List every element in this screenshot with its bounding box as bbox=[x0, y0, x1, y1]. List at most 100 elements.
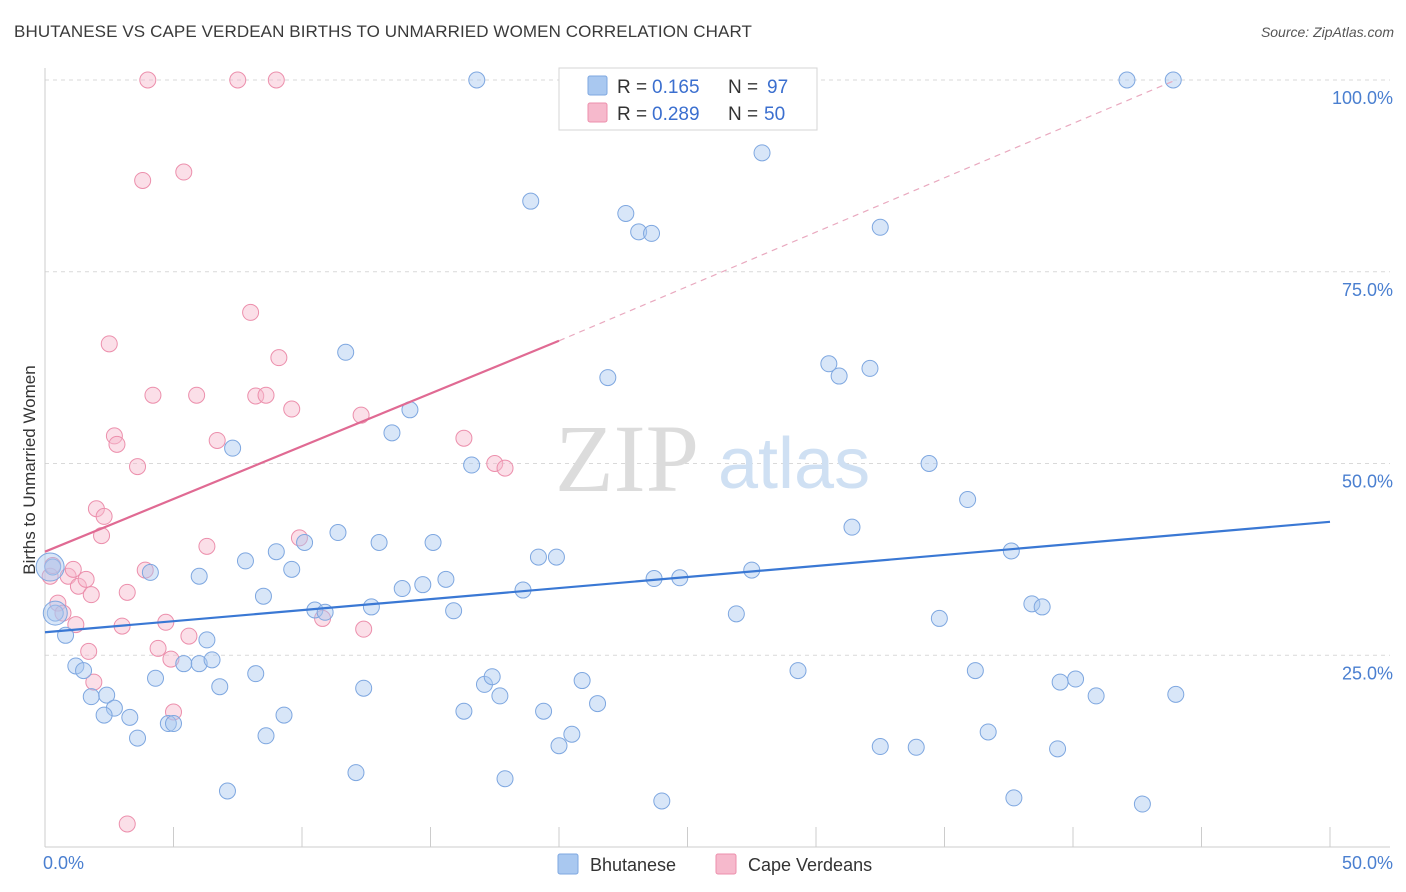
bhutanese-point bbox=[907, 738, 925, 756]
bhutanese-trend-line bbox=[44, 520, 1331, 634]
cape-verdeans-point bbox=[496, 459, 514, 477]
bhutanese-point bbox=[159, 715, 177, 733]
x-tick-label: 50.0% bbox=[1342, 853, 1393, 873]
bhutanese-point bbox=[599, 369, 617, 387]
cape-verdeans-point bbox=[257, 386, 275, 404]
watermark-zip: ZIP bbox=[555, 405, 699, 512]
bhutanese-point bbox=[563, 725, 581, 743]
bhutanese-point bbox=[82, 688, 100, 706]
series-legend: Bhutanese Cape Verdeans bbox=[557, 853, 872, 875]
bhutanese-point bbox=[329, 524, 347, 542]
bhutanese-point bbox=[727, 605, 745, 623]
bhutanese-point bbox=[529, 548, 547, 566]
bhutanese-point bbox=[75, 662, 93, 680]
bhutanese-point bbox=[1118, 71, 1136, 89]
bhutanese-point bbox=[547, 548, 565, 566]
bhutanese-point bbox=[535, 702, 553, 720]
bhutanese-point bbox=[254, 587, 272, 605]
bhutanese-point bbox=[218, 782, 236, 800]
bhutanese-point bbox=[930, 609, 948, 627]
cape-verdeans-point bbox=[77, 570, 95, 588]
bhutanese-point bbox=[296, 534, 314, 552]
bhutanese-point bbox=[871, 738, 889, 756]
x-tick-label: 0.0% bbox=[43, 853, 84, 873]
cape-verdeans-point bbox=[64, 560, 82, 578]
bhutanese-point bbox=[203, 651, 221, 669]
bhutanese-point bbox=[424, 534, 442, 552]
bhutanese-point bbox=[920, 455, 938, 472]
bhutanese-point bbox=[190, 567, 208, 585]
bhutanese-point bbox=[42, 600, 68, 626]
legend-r-value: 0.165 bbox=[652, 77, 700, 98]
bhutanese-point bbox=[283, 560, 301, 578]
bhutanese-point bbox=[550, 737, 568, 755]
watermark: ZIP atlas bbox=[555, 405, 870, 512]
cape-verdeans-point bbox=[162, 650, 180, 668]
legend-swatch-bhutanese bbox=[587, 75, 608, 96]
bhutanese-point bbox=[820, 355, 838, 373]
bhutanese-point bbox=[483, 668, 501, 686]
legend-n-label: N = bbox=[728, 104, 758, 125]
cape-verdeans-point bbox=[49, 594, 67, 612]
bhutanese-point bbox=[445, 602, 463, 620]
bhutanese-point bbox=[753, 144, 771, 162]
bottom-legend-swatch-bhutanese bbox=[557, 853, 579, 875]
bhutanese-point bbox=[46, 604, 64, 622]
legend-r-value: 0.289 bbox=[652, 104, 700, 125]
bhutanese-point bbox=[1167, 685, 1185, 703]
bhutanese-point bbox=[1049, 740, 1067, 758]
x-tick-labels: 0.0% 50.0% bbox=[43, 853, 1393, 873]
trend-lines bbox=[44, 79, 1331, 634]
y-tick-label: 50.0% bbox=[1342, 472, 1393, 492]
bhutanese-point bbox=[362, 598, 380, 616]
bhutanese-point bbox=[437, 570, 455, 588]
chart-source: Source: ZipAtlas.com bbox=[1260, 24, 1394, 40]
bhutanese-point bbox=[247, 665, 265, 683]
bhutanese-point bbox=[861, 359, 879, 377]
cape-verdeans-point bbox=[355, 620, 373, 638]
cape-verdeans-point bbox=[144, 386, 162, 404]
bhutanese-point bbox=[979, 723, 997, 741]
y-tick-labels: 25.0% 50.0% 75.0% 100.0% bbox=[1332, 88, 1393, 683]
cape-verdeans-point bbox=[95, 507, 113, 525]
cape-verdeans-point bbox=[129, 458, 147, 476]
bhutanese-point bbox=[347, 764, 365, 782]
bhutanese-point bbox=[496, 770, 514, 788]
bhutanese-point bbox=[871, 218, 889, 236]
cape-verdeans-point bbox=[80, 642, 98, 660]
cape-verdeans-point bbox=[180, 627, 198, 645]
legend-r-label: R = bbox=[617, 104, 647, 125]
bhutanese-point bbox=[966, 662, 984, 680]
bhutanese-point bbox=[573, 672, 591, 690]
bhutanese-point bbox=[98, 686, 116, 704]
bhutanese-point bbox=[455, 702, 473, 720]
bhutanese-point bbox=[175, 655, 193, 673]
bhutanese-point bbox=[267, 543, 285, 561]
bhutanese-point bbox=[653, 792, 671, 810]
cape-verdeans-trend-line bbox=[44, 339, 560, 553]
bhutanese-point bbox=[959, 491, 977, 509]
bhutanese-point bbox=[147, 669, 165, 687]
stats-legend: R = 0.165 N = 97 R = 0.289 N = 50 bbox=[558, 67, 818, 131]
bhutanese-point bbox=[1164, 71, 1182, 89]
bhutanese-point bbox=[830, 367, 848, 385]
bhutanese-point bbox=[35, 552, 65, 582]
chart-title: BHUTANESE VS CAPE VERDEAN BIRTHS TO UNMA… bbox=[14, 22, 753, 41]
bhutanese-point bbox=[1067, 670, 1085, 688]
bottom-legend-bhutanese: Bhutanese bbox=[590, 855, 676, 875]
legend-n-value: 97 bbox=[767, 77, 788, 98]
bhutanese-point bbox=[630, 223, 648, 241]
bhutanese-point bbox=[129, 729, 147, 747]
bhutanese-point bbox=[491, 687, 509, 705]
bhutanese-point bbox=[121, 708, 139, 726]
cape-verdeans-trend-extension bbox=[558, 79, 1177, 342]
y-tick-label: 100.0% bbox=[1332, 88, 1393, 108]
cape-verdeans-point bbox=[486, 455, 504, 472]
bhutanese-point bbox=[1087, 687, 1105, 705]
bottom-legend-swatch-cape-verdeans bbox=[715, 853, 737, 875]
cape-verdeans-point bbox=[208, 431, 226, 449]
bhutanese-point bbox=[589, 695, 607, 713]
cape-verdeans-point bbox=[267, 71, 285, 89]
cape-verdeans-point bbox=[149, 639, 167, 657]
